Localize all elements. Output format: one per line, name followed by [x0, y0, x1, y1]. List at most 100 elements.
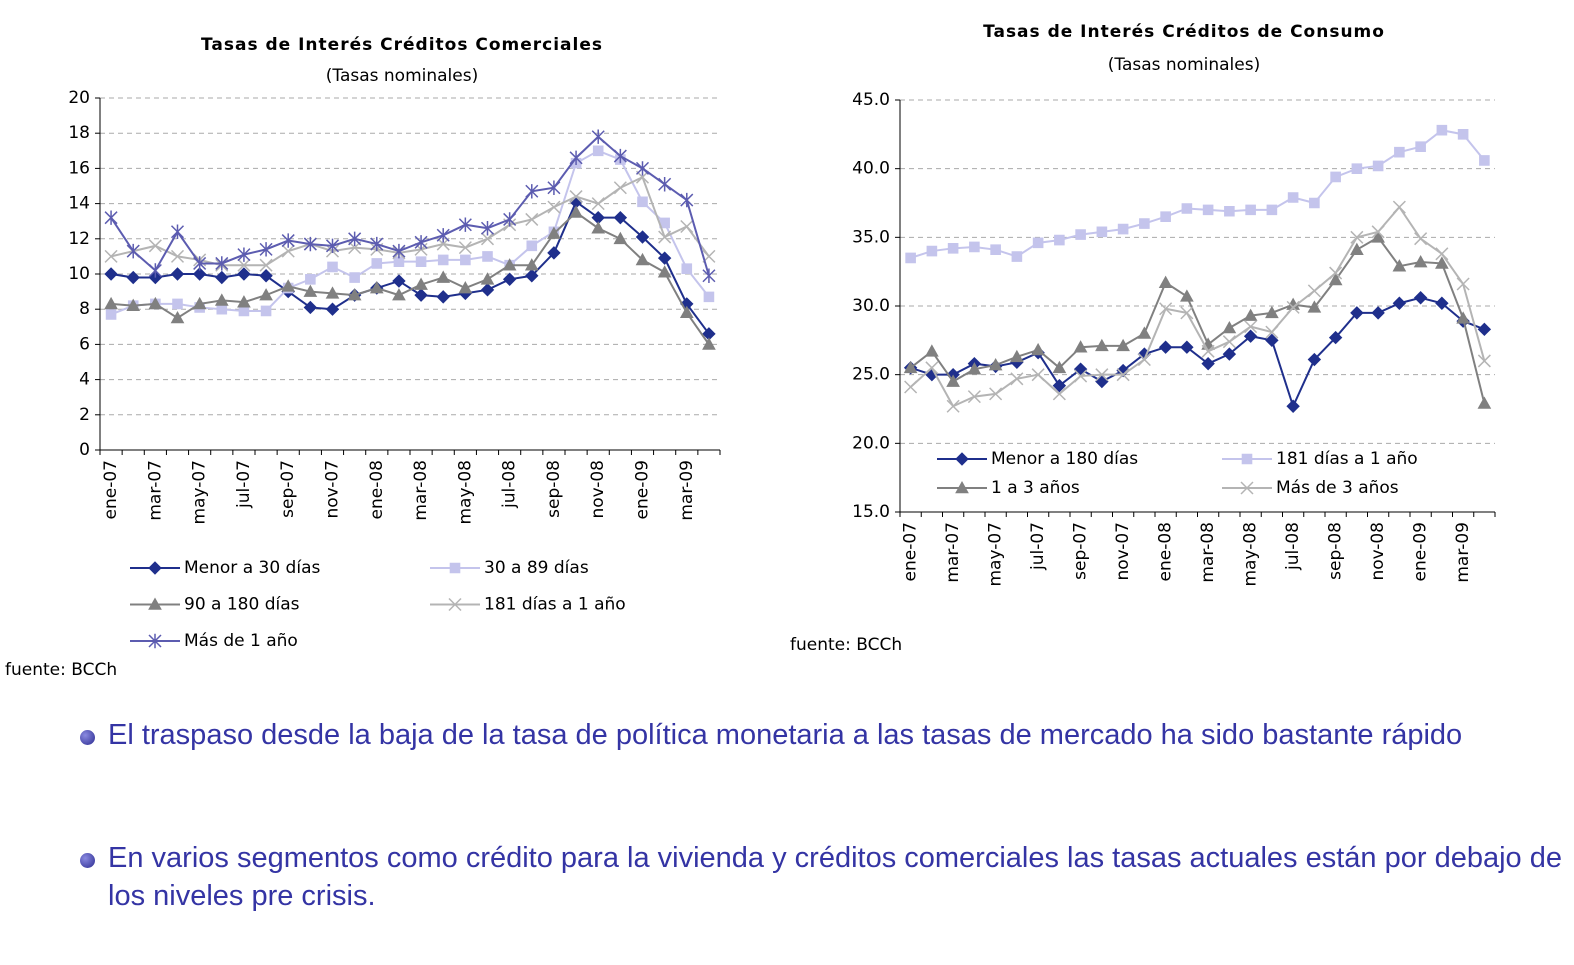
- marker: [702, 268, 716, 283]
- legend-label: 181 días a 1 año: [1276, 449, 1418, 469]
- y-tick-label: 15.0: [852, 502, 890, 522]
- marker: [480, 283, 495, 297]
- series-line: [110, 200, 710, 335]
- marker: [480, 272, 495, 285]
- marker: [1394, 146, 1405, 158]
- y-tick-label: 16: [68, 158, 90, 178]
- source: fuente: BCCh: [790, 635, 902, 655]
- legend-label: Más de 3 años: [1276, 478, 1399, 498]
- marker: [1095, 368, 1109, 382]
- marker: [1075, 229, 1086, 240]
- marker: [1392, 200, 1406, 214]
- series-line: [110, 135, 710, 277]
- marker: [526, 240, 538, 252]
- marker: [1328, 272, 1343, 286]
- marker: [458, 217, 472, 232]
- x-tick-label: ene-09: [633, 460, 653, 519]
- marker: [148, 239, 162, 253]
- marker: [591, 197, 605, 211]
- y-tick-label: 12: [68, 229, 90, 249]
- marker: [260, 305, 272, 317]
- marker: [148, 263, 162, 278]
- marker: [657, 265, 672, 278]
- marker: [635, 230, 650, 244]
- marker: [1181, 203, 1193, 214]
- marker: [1139, 218, 1150, 229]
- marker: [1413, 255, 1428, 268]
- x-tick-label: sep-08: [544, 460, 564, 518]
- marker: [148, 633, 162, 649]
- marker: [502, 272, 517, 286]
- marker: [281, 233, 295, 248]
- marker: [1265, 333, 1279, 348]
- marker: [104, 267, 118, 281]
- x-tick-label: sep-08: [1326, 522, 1346, 580]
- marker: [1330, 171, 1341, 183]
- marker: [904, 380, 918, 394]
- marker: [503, 212, 517, 227]
- marker: [1052, 378, 1067, 393]
- marker: [1286, 300, 1300, 314]
- marker: [613, 210, 628, 225]
- marker: [126, 243, 140, 259]
- marker: [1371, 306, 1385, 320]
- marker: [569, 190, 583, 204]
- marker: [170, 267, 185, 281]
- marker: [591, 129, 605, 144]
- marker: [955, 480, 969, 494]
- marker: [1073, 340, 1088, 353]
- marker: [947, 243, 959, 254]
- marker: [436, 270, 451, 283]
- marker: [105, 309, 117, 320]
- marker: [1222, 320, 1237, 334]
- x-tick-label: nov-07: [1113, 522, 1133, 581]
- marker: [192, 267, 207, 281]
- marker: [1202, 204, 1214, 216]
- marker: [1307, 352, 1322, 367]
- marker: [1307, 300, 1322, 313]
- marker: [1180, 289, 1194, 302]
- marker: [989, 387, 1003, 401]
- x-tick-label: mar-09: [1453, 522, 1473, 583]
- series-line: [910, 236, 1486, 404]
- bullet-dot: [80, 853, 95, 868]
- marker: [480, 221, 495, 236]
- x-tick-label: jul-07: [234, 460, 254, 509]
- marker: [1392, 259, 1407, 272]
- marker: [480, 232, 495, 246]
- bullet-dot: [80, 730, 95, 745]
- marker: [1329, 266, 1343, 280]
- marker: [925, 361, 939, 375]
- marker: [237, 247, 251, 262]
- legend-label: Más de 1 año: [184, 631, 298, 651]
- marker: [1477, 354, 1491, 368]
- marker: [591, 221, 606, 234]
- marker: [259, 269, 273, 283]
- x-tick-label: mar-07: [943, 522, 963, 583]
- y-tick-label: 20: [68, 88, 90, 108]
- marker: [1350, 230, 1364, 244]
- x-tick-label: mar-07: [145, 460, 165, 521]
- x-tick-label: mar-08: [411, 460, 431, 521]
- marker: [1371, 225, 1385, 239]
- legend-label: 1 a 3 años: [991, 478, 1080, 498]
- marker: [903, 360, 918, 374]
- marker: [482, 251, 493, 262]
- marker: [547, 200, 561, 214]
- x-tick-label: sep-07: [1071, 522, 1091, 580]
- marker: [1457, 129, 1469, 140]
- x-tick-label: ene-07: [101, 460, 121, 519]
- marker: [502, 258, 517, 271]
- x-tick-label: ene-08: [1156, 522, 1176, 581]
- marker: [1241, 453, 1253, 465]
- marker: [680, 219, 694, 234]
- y-tick-label: 25.0: [852, 365, 890, 385]
- y-tick-label: 18: [68, 123, 90, 143]
- marker: [1372, 160, 1384, 172]
- marker: [1240, 481, 1254, 495]
- y-tick-label: 10: [68, 264, 90, 284]
- marker: [104, 249, 118, 263]
- marker: [525, 269, 539, 283]
- marker: [414, 288, 428, 302]
